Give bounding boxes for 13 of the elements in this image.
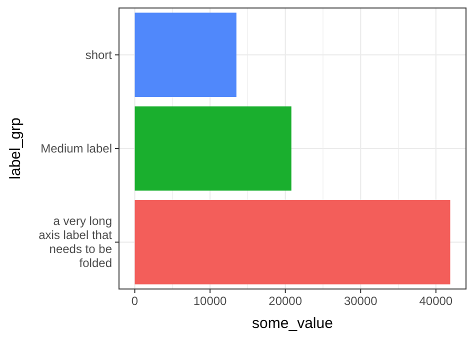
x-tick-label: 0 bbox=[131, 294, 138, 308]
x-axis-title: some_value bbox=[252, 315, 333, 332]
x-tick-label: 40000 bbox=[419, 294, 453, 308]
bar bbox=[134, 106, 292, 191]
y-tick-label: short bbox=[85, 48, 113, 62]
bar bbox=[134, 12, 236, 97]
x-tick-label: 10000 bbox=[193, 294, 228, 308]
y-tick-label: Medium label bbox=[40, 142, 112, 156]
x-tick-label: 20000 bbox=[268, 294, 302, 308]
y-tick-label: a very long axis label that needs to be folded bbox=[38, 214, 113, 270]
bar bbox=[134, 200, 450, 284]
x-tick-label: 30000 bbox=[344, 294, 378, 308]
y-axis-title: label_grp bbox=[7, 118, 24, 180]
